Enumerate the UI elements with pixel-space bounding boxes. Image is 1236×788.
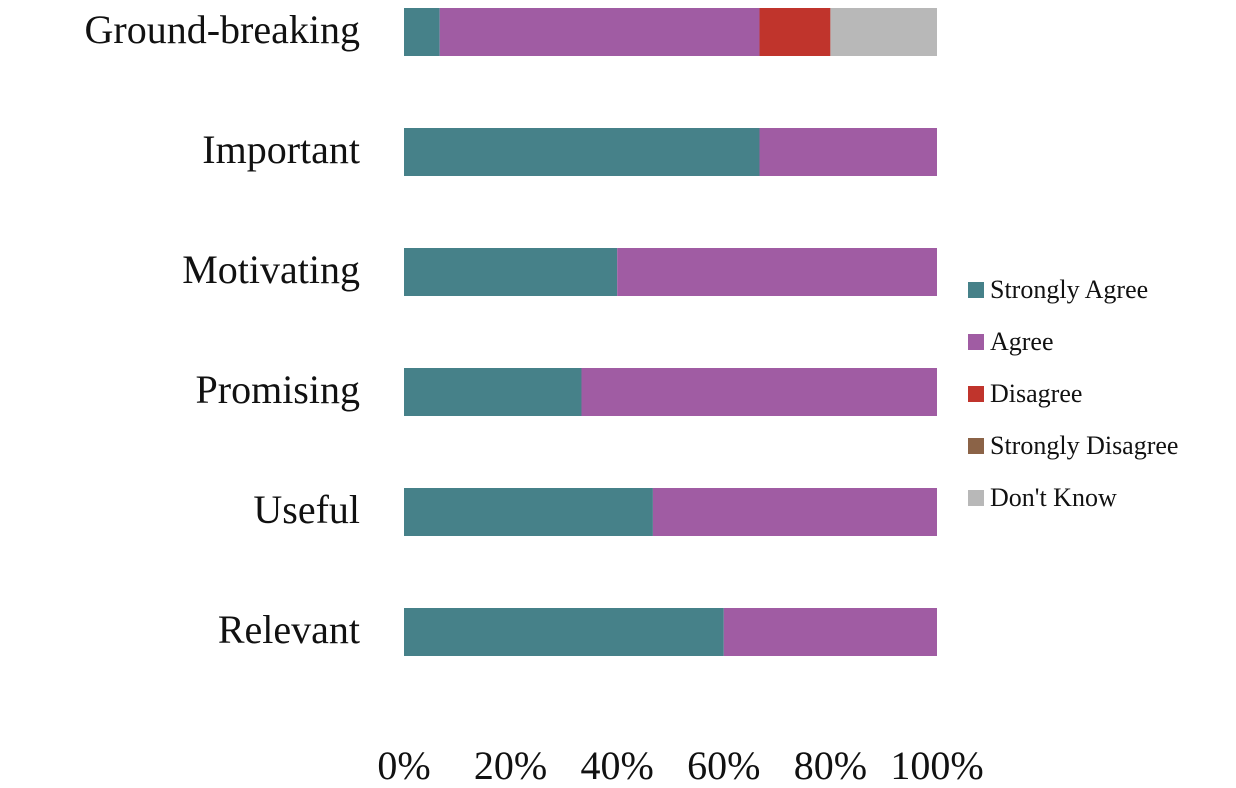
legend-label: Strongly Agree [990, 275, 1148, 304]
bar-segment [723, 608, 937, 656]
legend-swatch [968, 334, 984, 350]
x-tick-label: 0% [377, 743, 430, 788]
bar-segment [759, 128, 937, 176]
category-label: Promising [196, 367, 360, 412]
bar-segment [404, 8, 440, 56]
category-label: Motivating [182, 247, 360, 292]
x-tick-label: 40% [581, 743, 654, 788]
bar-segment [581, 368, 937, 416]
category-label: Important [202, 127, 360, 172]
category-label: Relevant [218, 607, 360, 652]
legend-label: Disagree [990, 379, 1082, 408]
legend-label: Strongly Disagree [990, 431, 1178, 460]
category-label: Ground-breaking [85, 7, 360, 52]
bar-segment [652, 488, 937, 536]
x-tick-label: 20% [474, 743, 547, 788]
bar-segment [439, 8, 760, 56]
category-label: Useful [253, 487, 360, 532]
legend-swatch [968, 282, 984, 298]
bar-segment [404, 488, 653, 536]
bar-segment [404, 248, 618, 296]
x-tick-label: 80% [794, 743, 867, 788]
bar-segment [759, 8, 831, 56]
bar-segment [404, 128, 760, 176]
bar-segment [830, 8, 937, 56]
legend-label: Don't Know [990, 483, 1117, 512]
x-tick-label: 60% [687, 743, 760, 788]
legend-label: Agree [990, 327, 1054, 356]
legend-swatch [968, 386, 984, 402]
x-tick-label: 100% [890, 743, 983, 788]
legend-swatch [968, 438, 984, 454]
bar-segment [404, 368, 582, 416]
bar-segment [404, 608, 724, 656]
bar-segment [617, 248, 937, 296]
legend-swatch [968, 490, 984, 506]
